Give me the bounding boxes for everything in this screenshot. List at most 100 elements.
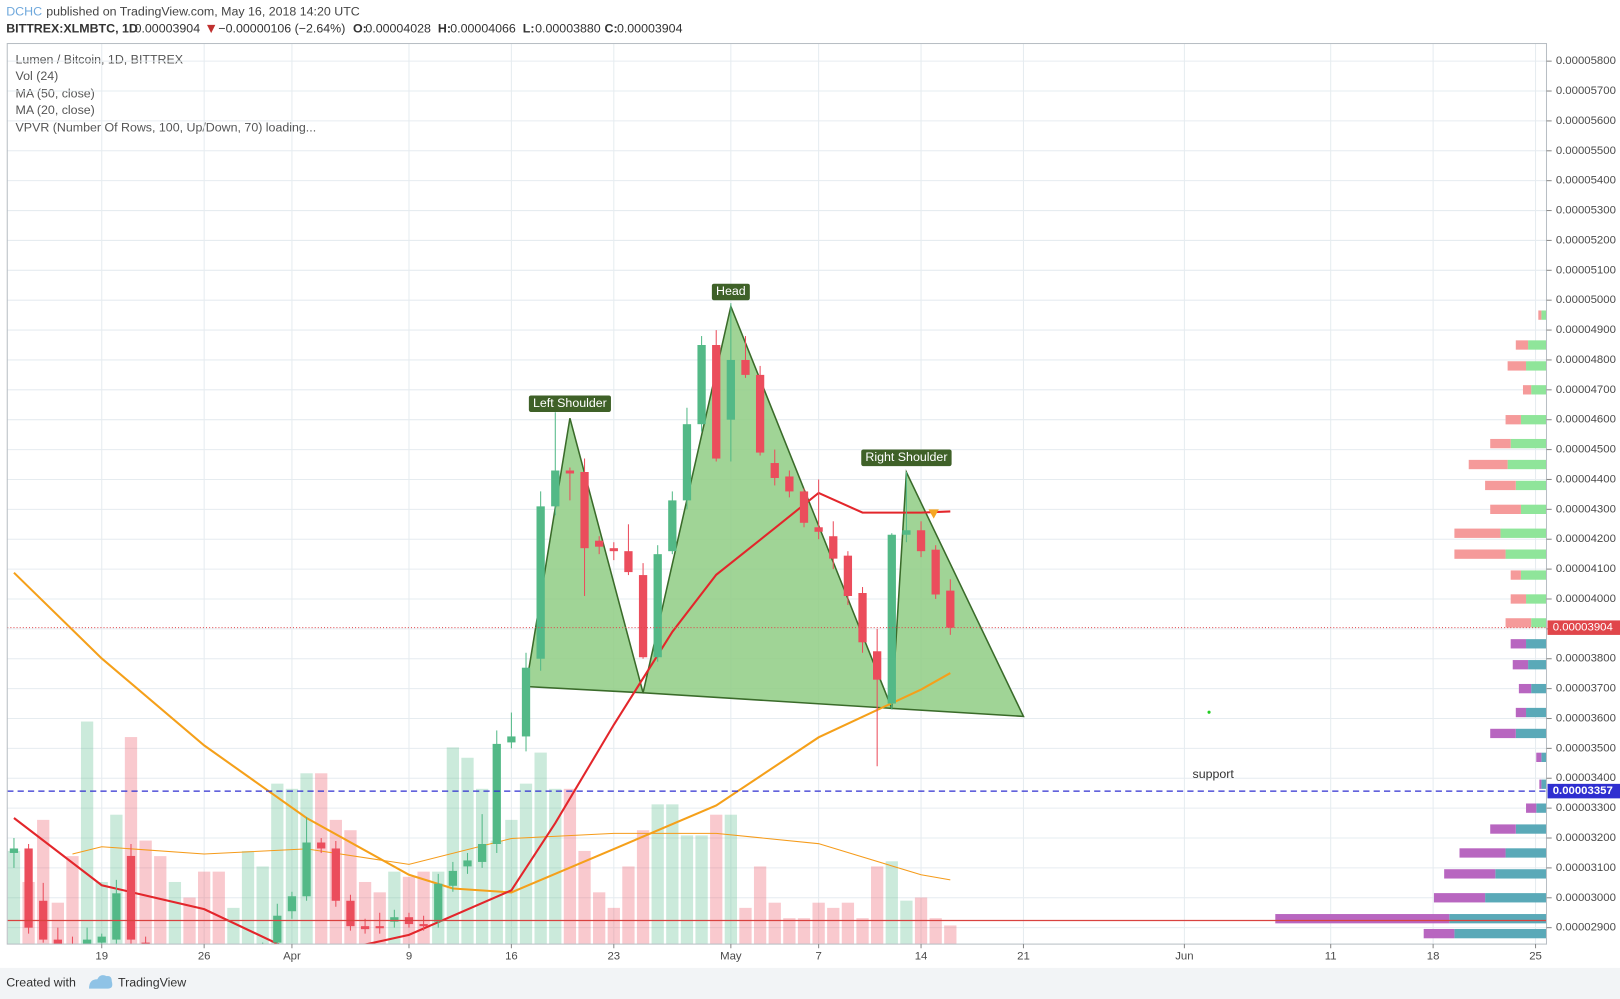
marker-dot	[1207, 710, 1211, 714]
candle-body	[712, 345, 721, 459]
y-tick-label: 0.00004400	[1556, 473, 1616, 485]
candle-body	[360, 926, 370, 930]
volume-bar	[753, 866, 767, 945]
vpvr-up	[1520, 504, 1547, 515]
candle-body	[126, 855, 136, 940]
volume-bar	[841, 902, 855, 945]
candle-body	[843, 555, 853, 596]
vpvr-down	[1505, 415, 1521, 425]
vpvr-up	[1449, 914, 1547, 924]
quote-label: C:	[605, 21, 618, 35]
published: published on TradingView.com, May 16, 20…	[46, 5, 360, 19]
volume-bar	[944, 925, 957, 945]
quote-label: O:	[353, 21, 367, 35]
volume-bar	[315, 773, 328, 945]
volume-bar	[607, 907, 620, 945]
vpvr-down	[1518, 683, 1532, 694]
y-tick-label: 0.00003600	[1556, 713, 1616, 725]
volume-bar	[578, 850, 591, 945]
candle-body	[492, 743, 501, 844]
y-tick-label: 0.00005500	[1556, 145, 1616, 157]
volume-bar	[856, 918, 869, 945]
x-tick-label: 11	[1325, 951, 1337, 963]
vpvr-down	[1454, 549, 1506, 559]
candle-body	[829, 536, 838, 559]
vpvr-up	[1510, 438, 1547, 449]
x-tick-label: 26	[198, 951, 211, 963]
volume-bar	[402, 876, 416, 945]
pattern-label-box	[528, 395, 611, 413]
plot-border	[6, 43, 1548, 945]
vpvr-up	[1495, 869, 1547, 879]
candle-body	[24, 848, 33, 928]
candle-body	[873, 651, 882, 680]
x-tick-label: 7	[815, 951, 821, 963]
vpvr-down	[1510, 594, 1527, 604]
y-tick-label: 0.00004100	[1556, 563, 1616, 575]
candle-body	[799, 491, 809, 523]
x-tick-label: 21	[1017, 951, 1030, 963]
volume-bar	[797, 918, 811, 945]
vpvr-up	[1528, 660, 1547, 670]
candle-body	[624, 551, 633, 573]
symbol: BITTREX:XLMBTC, 1D	[6, 21, 138, 35]
change: −0.00000106 (−2.64%)	[218, 21, 345, 35]
volume-bar	[95, 881, 108, 945]
candle-body	[814, 527, 823, 532]
volume-bar	[929, 918, 942, 945]
vpvr-up	[1507, 459, 1547, 470]
down-arrow	[207, 24, 216, 34]
volume-bar	[388, 871, 401, 945]
y-tick-label: 0.00005200	[1556, 234, 1616, 246]
brand-logo	[89, 975, 113, 989]
vpvr-up	[1531, 683, 1547, 694]
volume-bar	[695, 835, 708, 945]
legend-vpvr: VPVR (Number Of Rows, 100, Up/Down, 70) …	[16, 121, 317, 135]
volume-bar	[827, 907, 840, 945]
y-tick-label: 0.00005700	[1556, 85, 1616, 97]
candle-body	[521, 667, 531, 737]
volume-bar	[66, 856, 79, 945]
volume-bar	[651, 804, 664, 945]
vpvr-down	[1490, 438, 1511, 449]
x-tick-label: 23	[607, 951, 620, 963]
legend-title: Lumen / Bitcoin, 1D, BITTREX	[16, 52, 184, 66]
volume-bar	[80, 721, 94, 945]
vpvr-down	[1485, 480, 1516, 491]
y-tick-label: 0.00004900	[1556, 324, 1616, 336]
last-price-box	[1547, 620, 1620, 635]
candle-body	[697, 345, 706, 425]
candle-body	[346, 900, 355, 927]
y-tick-label: 0.00004800	[1556, 354, 1616, 366]
vpvr-down	[1515, 707, 1527, 718]
volume-bar	[622, 866, 635, 945]
legend-ma20: MA (20, close)	[16, 103, 95, 117]
quote-value: 0.00004028	[365, 21, 431, 35]
y-tick-label: 0.00005400	[1556, 175, 1616, 187]
vpvr-down	[1459, 848, 1506, 858]
volume-bar	[593, 892, 606, 945]
volume-bar	[256, 866, 269, 945]
candle-body	[887, 534, 896, 704]
y-tick-label: 0.00003400	[1556, 772, 1616, 784]
volume-bar	[534, 752, 547, 945]
volume-bar	[636, 830, 650, 945]
y-tick-label: 0.00003100	[1556, 862, 1616, 874]
axis-price-box	[1547, 783, 1620, 799]
candle-body	[638, 575, 648, 658]
volume-bar	[271, 783, 284, 945]
ma-line	[13, 491, 951, 945]
candle-body	[273, 915, 282, 943]
volume-bar	[358, 881, 372, 945]
volume-bar	[51, 902, 64, 945]
vpvr-up	[1536, 803, 1547, 813]
vpvr-down	[1515, 340, 1529, 350]
volume-bar	[680, 835, 694, 945]
volume-bar	[666, 804, 679, 945]
x-tick-label: 19	[95, 951, 108, 963]
candle-body	[419, 924, 428, 927]
candle-body	[858, 593, 867, 643]
vpvr-down	[1454, 528, 1501, 538]
volume-bar	[812, 902, 825, 945]
